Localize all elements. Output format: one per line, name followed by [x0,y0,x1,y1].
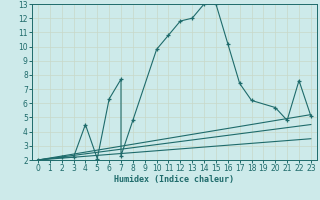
X-axis label: Humidex (Indice chaleur): Humidex (Indice chaleur) [115,175,234,184]
